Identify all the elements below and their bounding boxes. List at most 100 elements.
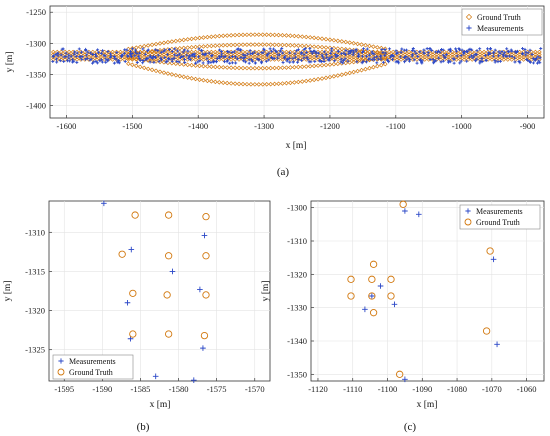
measurement-point-a-238 — [260, 61, 264, 65]
measurement-point-c-4 — [362, 306, 368, 313]
measurement-point-a-483 — [475, 52, 479, 56]
measurement-point-a-479 — [470, 48, 474, 52]
ground-truth-point-a-283 — [224, 42, 230, 48]
measurement-point-a-530 — [515, 49, 519, 53]
ground-truth-point-a-637 — [418, 52, 424, 57]
ground-truth-point-a-236 — [205, 49, 210, 55]
measurement-point-a-196 — [223, 60, 227, 64]
measurement-point-a-552 — [537, 59, 541, 63]
measurement-point-a-262 — [281, 61, 285, 65]
ground-truth-point-a-334 — [252, 54, 258, 60]
ground-truth-point-a-446 — [307, 54, 313, 60]
measurement-point-a-208 — [233, 55, 237, 59]
ground-truth-point-a-28 — [78, 49, 84, 55]
measurement-point-a-113 — [149, 55, 153, 59]
measurement-point-a-212 — [235, 57, 239, 61]
ground-truth-point-a-481 — [323, 36, 329, 42]
measurement-point-a-35 — [80, 50, 84, 54]
measurement-point-a-427 — [426, 50, 430, 54]
measurement-point-a-550 — [534, 56, 538, 60]
ground-truth-point-a-592 — [379, 62, 384, 68]
measurement-point-a-185 — [212, 59, 216, 63]
measurement-point-a-429 — [428, 57, 432, 61]
ground-truth-point-a-254 — [213, 54, 218, 60]
measurement-point-a-209 — [232, 50, 236, 54]
ground-truth-point-a-165 — [169, 52, 175, 57]
legend-marker-a-1 — [466, 25, 472, 31]
measurement-point-a-276 — [295, 49, 299, 53]
measurement-point-a-101 — [137, 57, 141, 61]
measurement-point-a-27 — [74, 55, 78, 59]
marks-b — [101, 200, 210, 384]
y-tick-label-c-3: -1330 — [287, 303, 307, 313]
measurement-point-b-8 — [152, 373, 159, 380]
measurement-point-a-1 — [51, 60, 55, 64]
measurement-point-a-556 — [539, 47, 543, 51]
measurement-point-a-327 — [339, 60, 343, 64]
ground-truth-point-a-208 — [189, 76, 194, 81]
measurement-point-a-43 — [89, 51, 93, 55]
ground-truth-point-a-691 — [469, 57, 475, 62]
measurement-point-a-386 — [389, 55, 393, 59]
measurement-point-a-403 — [404, 58, 408, 62]
caption-b: (b) — [137, 421, 150, 433]
ground-truth-point-a-561 — [363, 42, 368, 48]
x-tick-label-b-0: -1595 — [54, 384, 74, 394]
ground-truth-point-a-600 — [382, 61, 388, 67]
measurement-point-a-393 — [397, 61, 401, 65]
ground-truth-point-a-624 — [406, 49, 412, 55]
ground-truth-point-a-440 — [303, 78, 309, 84]
measurement-point-a-472 — [465, 59, 469, 63]
ground-truth-point-a-319 — [244, 57, 250, 62]
ground-truth-point-a-458 — [311, 63, 317, 69]
ground-truth-point-a-430 — [299, 54, 305, 60]
measurement-point-a-106 — [144, 57, 148, 61]
ground-truth-point-a-715 — [493, 57, 499, 62]
ground-truth-point-a-457 — [311, 35, 317, 41]
ground-truth-point-a-142 — [157, 54, 163, 60]
x-tick-label-a-6: -1000 — [452, 121, 472, 131]
ground-truth-point-a-318 — [244, 54, 250, 60]
measurement-point-a-309 — [322, 50, 326, 54]
measurement-point-a-438 — [437, 56, 441, 60]
ground-truth-point-a-482 — [323, 62, 329, 68]
ground-truth-point-a-604 — [386, 49, 392, 55]
ground-truth-point-a-365 — [268, 52, 273, 57]
ground-truth-point-a-327 — [248, 57, 254, 62]
ground-truth-point-a-298 — [232, 65, 238, 71]
y-tick-label-c-2: -1320 — [287, 269, 307, 279]
ground-truth-point-a-522 — [343, 60, 349, 66]
measurement-point-a-50 — [94, 59, 98, 63]
ground-truth-point-a-244 — [209, 49, 214, 55]
measurement-point-a-217 — [241, 53, 245, 57]
measurement-point-a-142 — [176, 49, 180, 53]
ground-truth-point-a-193 — [181, 37, 187, 43]
x-tick-label-a-1: -1500 — [122, 121, 142, 131]
measurement-point-a-4 — [54, 52, 58, 56]
ground-truth-point-a-459 — [311, 44, 317, 49]
measurement-point-a-413 — [411, 46, 415, 50]
ground-truth-point-a-568 — [367, 65, 372, 71]
ground-truth-point-a-280 — [224, 80, 230, 86]
ground-truth-point-b-11 — [200, 331, 209, 340]
ground-truth-point-a-203 — [185, 45, 190, 50]
ground-truth-point-a-544 — [355, 68, 360, 74]
measurement-point-a-376 — [381, 51, 385, 55]
ground-truth-point-a-321 — [244, 32, 250, 38]
measurement-point-c-1 — [416, 211, 422, 218]
measurement-point-a-138 — [173, 47, 177, 51]
measurement-point-a-342 — [351, 53, 355, 57]
ground-truth-point-a-258 — [213, 64, 218, 70]
ground-truth-point-a-0 — [50, 49, 56, 55]
ground-truth-point-a-393 — [280, 32, 285, 38]
measurement-point-a-7 — [56, 54, 60, 58]
ground-truth-point-a-495 — [331, 57, 337, 62]
ground-truth-point-a-371 — [268, 42, 273, 47]
marks-c — [347, 200, 500, 383]
measurement-point-a-324 — [336, 54, 340, 58]
measurement-point-a-57 — [100, 60, 104, 64]
measurement-point-a-533 — [517, 59, 521, 63]
ground-truth-point-a-136 — [153, 68, 159, 74]
ground-truth-point-b-7 — [163, 291, 171, 299]
measurement-point-a-277 — [294, 55, 298, 59]
